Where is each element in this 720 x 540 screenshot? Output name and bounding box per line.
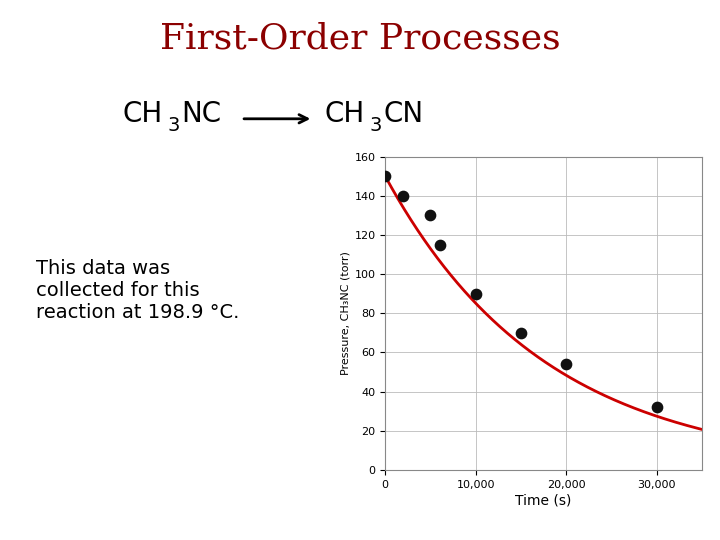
Point [516,328,527,337]
Text: 3: 3 [369,116,382,135]
Point [651,403,662,411]
Text: CN: CN [383,99,423,127]
Point [379,172,391,180]
Point [560,360,572,368]
Point [470,289,482,298]
Text: This data was
collected for this
reaction at 198.9 °C.: This data was collected for this reactio… [36,259,239,322]
Point [433,240,445,249]
X-axis label: Time (s): Time (s) [516,494,572,508]
Y-axis label: Pressure, CH₃NC (torr): Pressure, CH₃NC (torr) [340,251,350,375]
Text: CH: CH [324,99,364,127]
Point [397,191,409,200]
Text: NC: NC [181,99,222,127]
Text: 3: 3 [168,116,180,135]
Text: CH: CH [122,99,163,127]
Point [425,211,436,220]
Text: First-Order Processes: First-Order Processes [160,22,560,56]
